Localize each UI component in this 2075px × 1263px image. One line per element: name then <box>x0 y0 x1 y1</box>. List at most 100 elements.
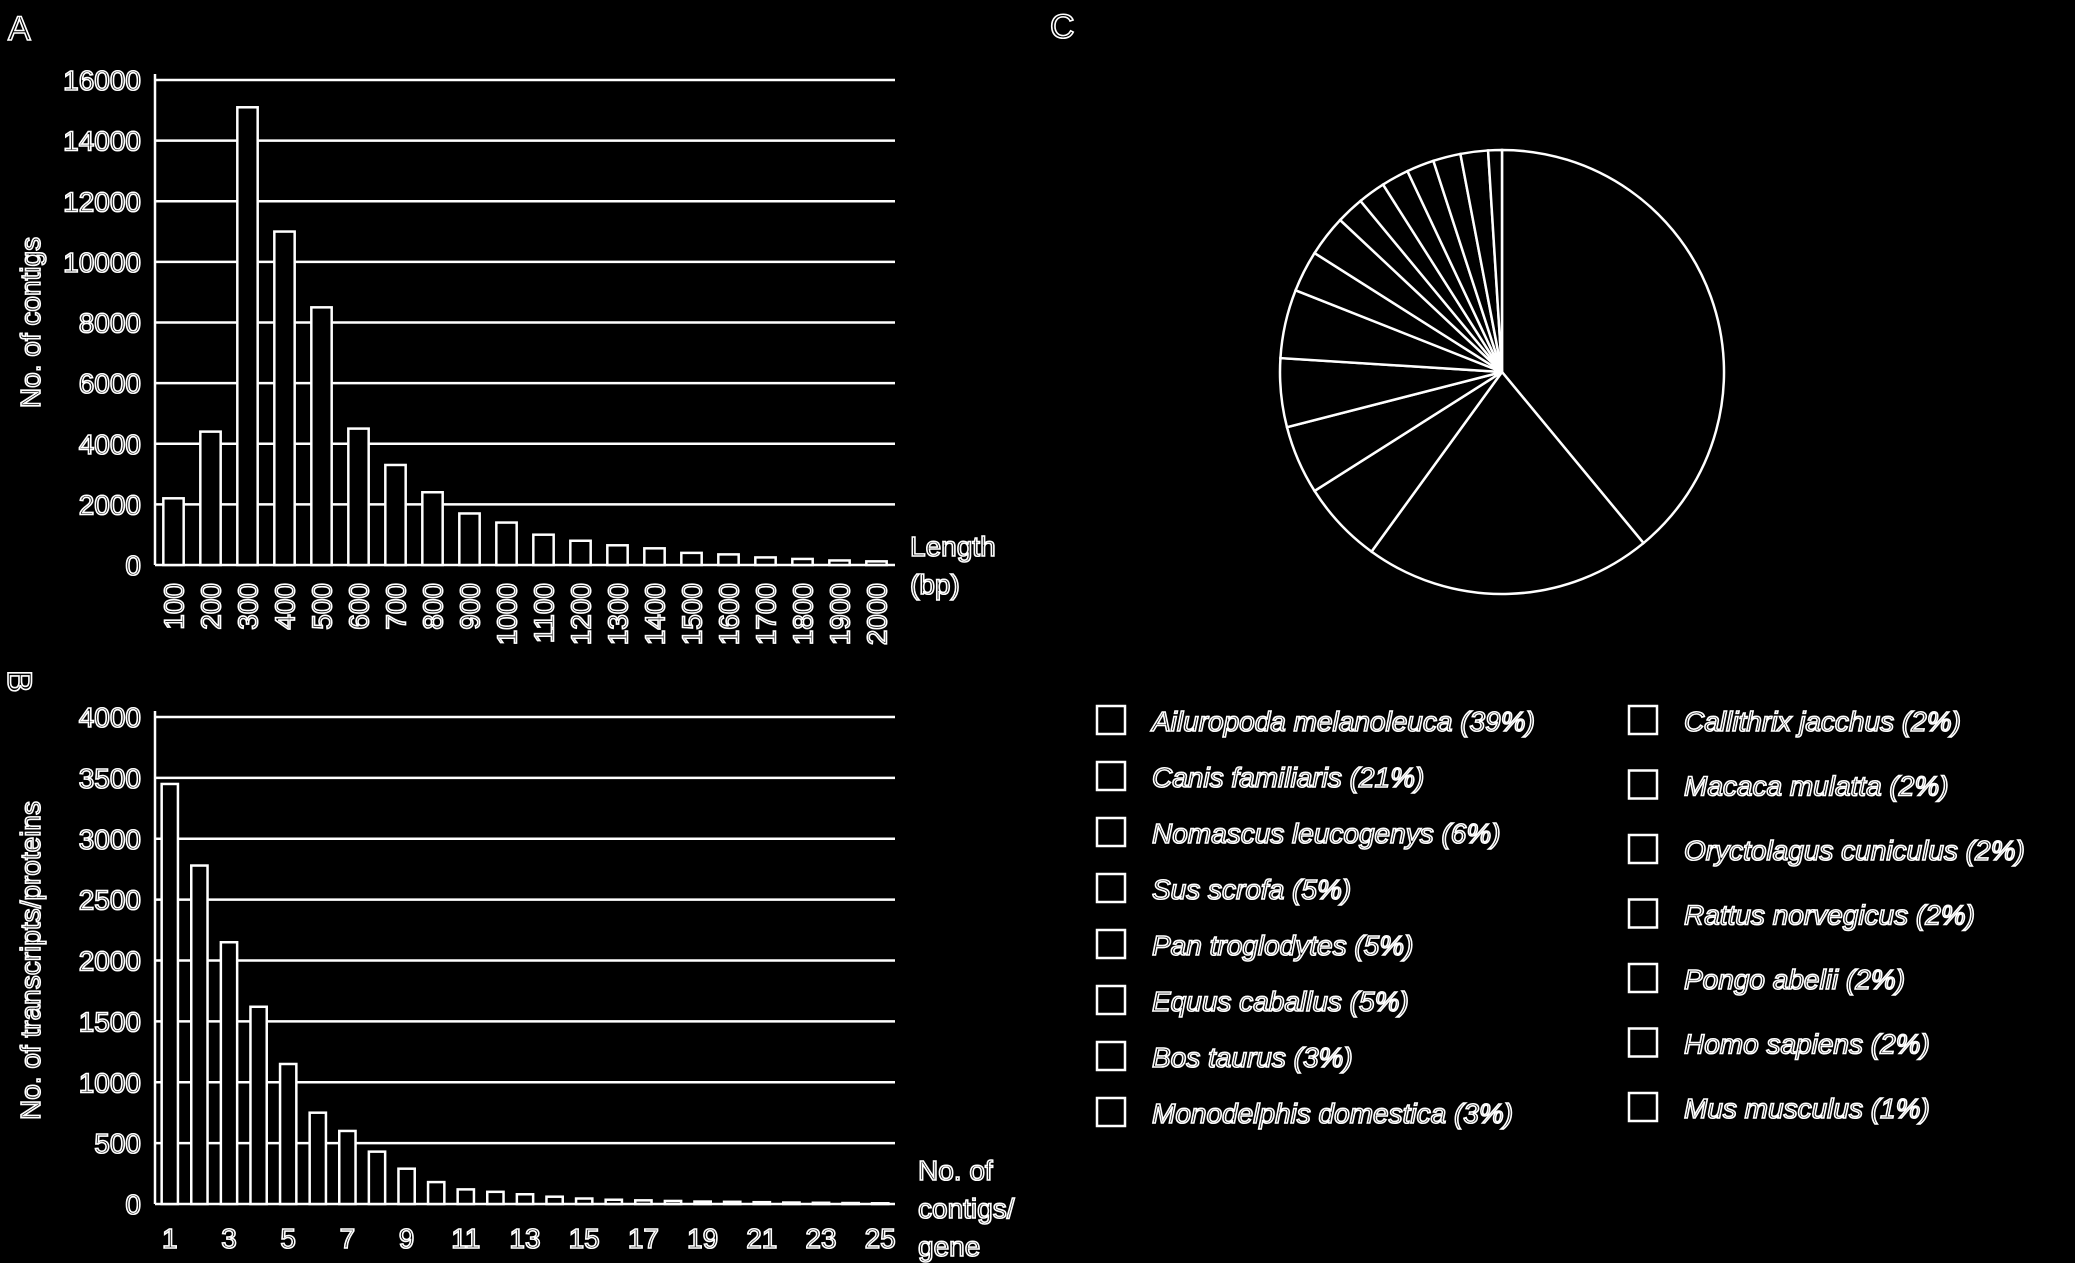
bar <box>458 512 481 567</box>
y-tick-label: 8000 <box>79 308 141 339</box>
y-axis-label: No. of transcripts/proteins <box>15 801 46 1120</box>
bar <box>236 106 259 567</box>
x-axis-label: (bp) <box>910 569 960 600</box>
legend-swatch <box>1095 872 1127 904</box>
bar <box>693 1200 712 1206</box>
x-tick-label: 1900 <box>825 583 856 645</box>
bar <box>841 1201 860 1206</box>
bar <box>634 1199 653 1206</box>
legend-swatch <box>1627 962 1659 994</box>
panel-label-a: A <box>8 10 31 48</box>
x-axis-label: Length <box>910 531 996 562</box>
bar <box>717 553 740 567</box>
bar <box>791 557 814 567</box>
bar <box>545 1195 564 1206</box>
legend-label: Oryctolagus cuniculus (2%) <box>1684 835 2025 866</box>
x-tick-label: 5 <box>280 1223 296 1254</box>
x-tick-label: 1400 <box>640 583 671 645</box>
bar <box>752 1200 772 1206</box>
bar <box>782 1201 801 1206</box>
legend-label: Pongo abelii (2%) <box>1684 964 1905 995</box>
x-tick-label: 23 <box>805 1223 836 1254</box>
bar <box>532 533 555 567</box>
legend-label: Nomascus leucogenys (6%) <box>1152 818 1501 849</box>
bar <box>249 1005 268 1206</box>
x-tick-label: 9 <box>399 1223 415 1254</box>
legend-swatch <box>1627 769 1659 800</box>
y-tick-label: 1000 <box>79 1067 141 1098</box>
x-tick-label: 2000 <box>862 583 893 645</box>
x-tick-label: 1700 <box>751 583 782 645</box>
bar <box>190 864 209 1206</box>
legend-swatch <box>1627 1091 1659 1123</box>
legend-label: Canis familiaris (21%) <box>1152 762 1424 793</box>
legend-label: Bos taurus (3%) <box>1152 1042 1353 1073</box>
x-tick-label: 13 <box>509 1223 540 1254</box>
legend-label: Pan troglodytes (5%) <box>1152 930 1413 961</box>
chart-a: 0 2000 4000 6000 8000 10000 12000 14000 16000 100… <box>14 64 996 646</box>
legend-swatch <box>1627 898 1659 929</box>
bar <box>680 551 703 567</box>
x-tick-label: 11 <box>451 1223 480 1254</box>
x-axis-label: gene <box>918 1231 980 1262</box>
bar <box>160 782 180 1206</box>
bar <box>722 1200 742 1206</box>
y-tick-label: 16000 <box>63 65 141 96</box>
x-tick-label: 7 <box>340 1223 356 1254</box>
x-axis-label: No. of <box>918 1155 993 1186</box>
y-tick-label: 1500 <box>79 1006 141 1037</box>
x-tick-label: 500 <box>307 583 338 630</box>
x-tick-label: 19 <box>687 1223 718 1254</box>
y-axis-label: No. of contigs <box>15 237 46 408</box>
x-tick-label: 1 <box>162 1223 178 1254</box>
y-tick-label: 4000 <box>79 429 141 460</box>
x-tick-label: 1500 <box>677 583 708 645</box>
y-tick-label: 14000 <box>63 126 141 157</box>
x-tick-label: 600 <box>344 583 375 630</box>
legend-label: Sus scrofa (5%) <box>1152 874 1351 905</box>
bar <box>811 1201 831 1206</box>
bar <box>421 491 444 567</box>
x-tick-label: 1100 <box>529 583 560 643</box>
x-tick-label: 17 <box>628 1223 659 1254</box>
y-tick-label: 6000 <box>79 368 141 399</box>
legend-label: Callithrix jacchus (2%) <box>1684 706 1961 737</box>
bar <box>367 1150 387 1206</box>
y-tick-label: 2500 <box>79 885 141 916</box>
bar <box>828 559 851 567</box>
bar <box>384 463 407 567</box>
legend-swatch <box>1095 1040 1127 1072</box>
x-axis-label: contigs/ <box>918 1193 1015 1224</box>
chart-c: Ailuropoda melanoleuca (39%) Canis famili… <box>1095 148 2026 1130</box>
legend-swatch <box>1095 816 1127 848</box>
bar <box>643 547 666 567</box>
bar <box>574 1197 594 1206</box>
x-tick-label: 1000 <box>492 583 523 645</box>
legend-label: Equus caballus (5%) <box>1152 986 1409 1017</box>
x-tick-label: 25 <box>865 1223 896 1254</box>
x-tick-label: 900 <box>455 583 486 630</box>
panel-label-c: C <box>1050 8 1075 46</box>
y-tick-label: 500 <box>94 1128 141 1159</box>
legend-swatch <box>1095 984 1127 1016</box>
x-tick-label: 15 <box>569 1223 600 1254</box>
bar <box>278 1062 298 1206</box>
pie-slice <box>1500 148 1726 545</box>
x-tick-label: 1600 <box>714 583 745 645</box>
legend-swatch <box>1627 704 1659 736</box>
bar <box>397 1167 416 1206</box>
legend-swatch <box>1095 928 1127 960</box>
pie-slice <box>1369 369 1646 596</box>
legend-swatch <box>1095 704 1127 736</box>
bar <box>308 1111 328 1206</box>
bar <box>606 544 629 567</box>
legend-label: Macaca mulatta (2%) <box>1684 771 1949 802</box>
x-tick-label: 700 <box>381 583 412 630</box>
bar <box>273 230 296 567</box>
x-tick-label: 400 <box>270 583 301 630</box>
bar <box>569 539 592 567</box>
bar <box>456 1188 476 1206</box>
bar <box>865 560 888 567</box>
